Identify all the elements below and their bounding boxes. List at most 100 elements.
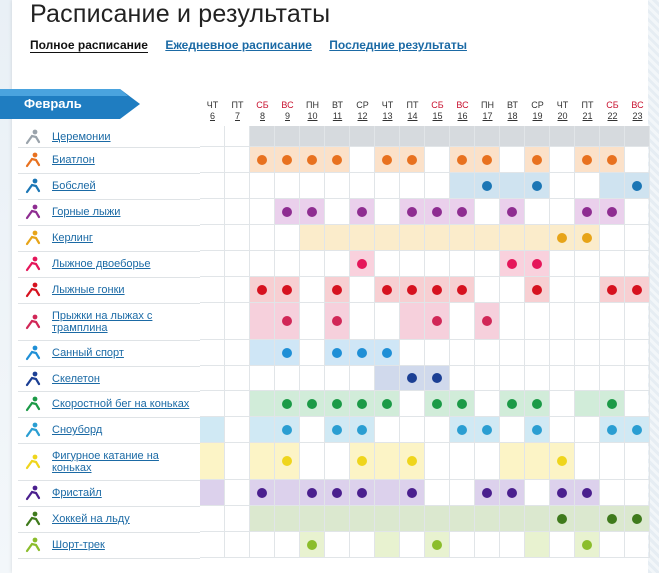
schedule-cell[interactable] [325,147,350,173]
medal-event-dot[interactable] [457,398,467,409]
schedule-cell[interactable] [375,277,400,303]
schedule-cell[interactable] [450,199,475,225]
medal-event-dot[interactable] [482,424,492,435]
medal-event-dot[interactable] [382,398,392,409]
medal-event-dot[interactable] [382,284,392,295]
schedule-cell[interactable] [300,480,325,506]
schedule-cell[interactable] [525,391,550,417]
medal-event-dot[interactable] [557,232,567,243]
schedule-cell[interactable] [600,391,625,417]
day-number[interactable]: 19 [532,111,543,121]
schedule-cell[interactable] [375,506,400,532]
sport-link[interactable]: Прыжки на лыжах с трамплина [52,309,153,334]
schedule-cell[interactable] [500,225,525,251]
schedule-cell[interactable] [275,277,300,303]
day-number[interactable]: 23 [632,111,643,121]
day-number[interactable]: 10 [307,111,318,121]
medal-event-dot[interactable] [332,487,342,498]
schedule-cell[interactable] [300,391,325,417]
schedule-cell[interactable] [350,391,375,417]
schedule-cell[interactable] [575,199,600,225]
schedule-cell[interactable] [325,225,350,251]
medal-event-dot[interactable] [432,373,442,383]
schedule-cell[interactable] [375,391,400,417]
schedule-cell[interactable] [500,199,525,225]
medal-event-dot[interactable] [407,154,417,165]
schedule-cell[interactable] [425,199,450,225]
schedule-cell[interactable] [200,480,225,506]
sport-link[interactable]: Фристайл [52,487,102,499]
medal-event-dot[interactable] [307,206,317,217]
schedule-cell[interactable] [275,391,300,417]
schedule-cell[interactable] [525,251,550,277]
medal-event-dot[interactable] [357,487,367,498]
sport-link[interactable]: Скелетон [52,372,100,385]
schedule-cell[interactable] [400,443,425,480]
medal-event-dot[interactable] [457,154,467,165]
medal-event-dot[interactable] [607,206,617,217]
medal-event-dot[interactable] [407,373,417,383]
day-number[interactable]: 8 [259,111,265,121]
sport-link[interactable]: Горные лыжи [52,206,121,218]
medal-event-dot[interactable] [582,154,592,165]
day-number[interactable]: 17 [482,111,493,121]
medal-event-dot[interactable] [407,456,417,466]
medal-event-dot[interactable] [432,284,442,295]
medal-event-dot[interactable] [282,316,292,326]
medal-event-dot[interactable] [607,398,617,409]
medal-event-dot[interactable] [382,154,392,165]
medal-event-dot[interactable] [332,154,342,165]
schedule-cell[interactable] [275,340,300,366]
medal-event-dot[interactable] [282,154,292,165]
schedule-cell[interactable] [325,303,350,340]
schedule-cell[interactable] [400,199,425,225]
medal-event-dot[interactable] [432,539,442,550]
medal-event-dot[interactable] [432,206,442,217]
medal-event-dot[interactable] [557,487,567,498]
schedule-cell[interactable] [350,443,375,480]
day-number[interactable]: 14 [407,111,418,121]
schedule-cell[interactable] [425,391,450,417]
schedule-cell[interactable] [525,417,550,443]
schedule-cell[interactable] [350,340,375,366]
schedule-cell[interactable] [325,480,350,506]
schedule-cell[interactable] [575,147,600,173]
schedule-cell[interactable] [500,480,525,506]
schedule-cell[interactable] [475,173,500,199]
schedule-cell[interactable] [275,303,300,340]
sport-link[interactable]: Лыжное двоеборье [52,258,151,270]
schedule-cell[interactable] [325,391,350,417]
schedule-cell[interactable] [600,417,625,443]
sport-link[interactable]: Санный спорт [52,347,124,359]
schedule-cell[interactable] [425,506,450,532]
schedule-cell[interactable] [250,391,275,417]
medal-event-dot[interactable] [482,180,492,191]
schedule-cell[interactable] [375,340,400,366]
medal-event-dot[interactable] [332,347,342,358]
schedule-cell[interactable] [425,277,450,303]
day-number[interactable]: 15 [432,111,443,121]
sport-link[interactable]: Биатлон [52,154,95,166]
schedule-cell[interactable] [275,417,300,443]
schedule-cell[interactable] [250,443,275,480]
schedule-cell[interactable] [250,147,275,173]
medal-event-dot[interactable] [357,398,367,409]
schedule-cell[interactable] [475,225,500,251]
schedule-cell[interactable] [350,417,375,443]
schedule-cell[interactable] [525,532,550,558]
sport-link[interactable]: Бобслей [52,180,96,192]
schedule-cell[interactable] [525,147,550,173]
medal-event-dot[interactable] [357,347,367,358]
schedule-cell[interactable] [575,391,600,417]
medal-event-dot[interactable] [557,456,567,466]
medal-event-dot[interactable] [607,284,617,295]
schedule-cell[interactable] [250,277,275,303]
schedule-cell[interactable] [325,277,350,303]
medal-event-dot[interactable] [607,154,617,165]
day-number[interactable]: 11 [332,111,343,121]
schedule-cell[interactable] [625,173,650,199]
schedule-cell[interactable] [475,303,500,340]
schedule-cell[interactable] [350,199,375,225]
medal-event-dot[interactable] [507,206,517,217]
schedule-cell[interactable] [550,480,575,506]
